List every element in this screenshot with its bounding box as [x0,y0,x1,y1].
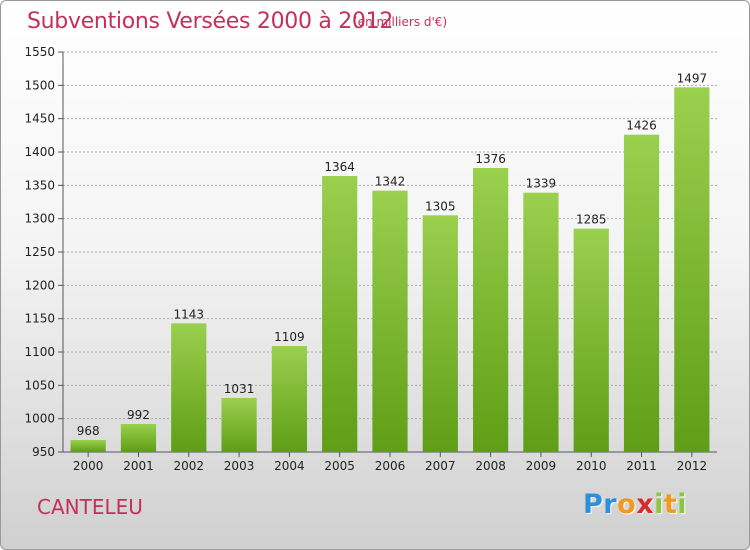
data-label-2010: 1285 [576,213,607,227]
x-tick-label-2004: 2004 [274,459,305,473]
proxiti-logo: Proxiti [583,489,687,520]
x-tick-label-2010: 2010 [576,459,607,473]
data-label-2000: 968 [77,424,100,438]
data-label-2005: 1364 [324,160,355,174]
bar-2005 [322,176,358,452]
x-tick-label-2005: 2005 [324,459,355,473]
x-tick-label-2000: 2000 [73,459,104,473]
chart-title: Subventions Versées 2000 à 2012 [27,9,394,34]
data-label-2003: 1031 [224,382,255,396]
logo-letter: t [663,489,678,520]
bar-2011 [623,134,660,452]
y-tick-label: 1200 [24,278,55,292]
x-tick-label-2007: 2007 [425,459,456,473]
x-tick-label-2003: 2003 [224,459,255,473]
logo-letter: i [677,489,688,520]
data-label-2004: 1109 [274,330,305,344]
data-label-2001: 992 [127,408,150,422]
y-tick-label: 1400 [24,145,55,159]
y-tick-label: 1350 [24,178,55,192]
data-label-2012: 1497 [677,71,708,85]
logo-letter: r [603,489,618,520]
data-label-2008: 1376 [475,152,506,166]
bar-2012 [674,87,710,452]
bar-2010 [573,228,609,452]
y-tick-label: 1550 [24,45,55,59]
y-tick-label: 1500 [24,78,55,92]
bar-2001 [120,424,157,452]
x-tick-label-2001: 2001 [123,459,154,473]
logo-letter: x [636,489,655,520]
x-tick-label-2002: 2002 [173,459,204,473]
y-tick-label: 950 [32,445,55,459]
y-tick-label: 1300 [24,212,55,226]
bar-2002 [171,323,207,452]
logo-letter: o [617,489,637,520]
data-label-2011: 1426 [626,119,657,133]
bar-2006 [372,190,408,452]
x-tick-label-2012: 2012 [677,459,708,473]
bars [70,87,710,452]
data-label-2009: 1339 [526,177,557,191]
data-labels: 968 992 1143 1031 1109 1364 1342 1305 1376 1339 12… [77,71,707,438]
x-tick-label-2011: 2011 [626,459,657,473]
bar-2007 [422,215,458,452]
bar-2000 [70,440,106,452]
y-tick-label: 1450 [24,112,55,126]
tick-labels: 950 1000 1050 1100 1150 1200 1250 1300 1350 1400 1… [24,45,707,473]
logo-letter: i [654,489,664,520]
bar-2009 [523,192,559,452]
y-tick-label: 1150 [24,312,55,326]
y-tick-label: 1250 [24,245,55,259]
y-tick-label: 1100 [24,345,55,359]
commune-name: CANTELEU [37,495,143,519]
bar-2008 [473,168,509,452]
data-label-2007: 1305 [425,199,456,213]
bar-2004 [271,346,307,452]
y-tick-label: 1050 [24,378,55,392]
y-tick-label: 1000 [24,412,55,426]
x-tick-label-2009: 2009 [526,459,557,473]
data-label-2002: 1143 [173,307,204,321]
bar-2003 [221,398,257,452]
x-tick-label-2008: 2008 [475,459,506,473]
x-tick-label-2006: 2006 [375,459,406,473]
data-label-2006: 1342 [375,175,406,189]
logo-letter: P [583,489,604,520]
chart-subtitle: (en milliers d'€) [353,15,448,29]
